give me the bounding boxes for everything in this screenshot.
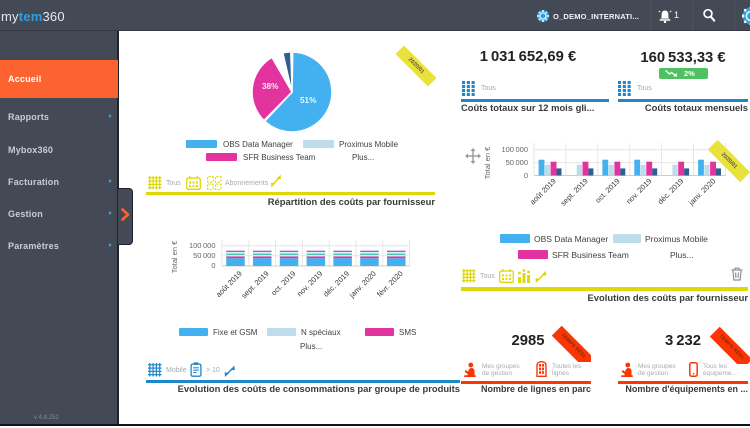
svg-text:0: 0 (524, 171, 528, 180)
svg-text:nov. 2019: nov. 2019 (295, 269, 324, 298)
svg-text:0: 0 (211, 261, 215, 270)
svg-text:janv. 2020: janv. 2020 (347, 269, 378, 300)
svg-text:févr. 2020: févr. 2020 (375, 269, 405, 299)
svg-text:sept. 2019: sept. 2019 (240, 269, 271, 300)
svg-text:oct. 2019: oct. 2019 (593, 177, 621, 205)
svg-text:100 000: 100 000 (501, 145, 528, 154)
svg-text:50 000: 50 000 (193, 251, 215, 260)
svg-text:oct. 2019: oct. 2019 (269, 269, 297, 297)
svg-text:Total en €: Total en € (170, 240, 179, 273)
svg-text:août 2019: août 2019 (528, 177, 558, 207)
svg-text:nov. 2019: nov. 2019 (624, 177, 653, 206)
svg-text:déc. 2019: déc. 2019 (656, 177, 686, 207)
svg-text:sept. 2019: sept. 2019 (559, 177, 590, 208)
svg-text:50 000: 50 000 (506, 158, 528, 167)
svg-text:déc. 2019: déc. 2019 (321, 269, 351, 299)
svg-text:100 000: 100 000 (189, 241, 216, 250)
svg-text:Total en €: Total en € (483, 146, 492, 179)
